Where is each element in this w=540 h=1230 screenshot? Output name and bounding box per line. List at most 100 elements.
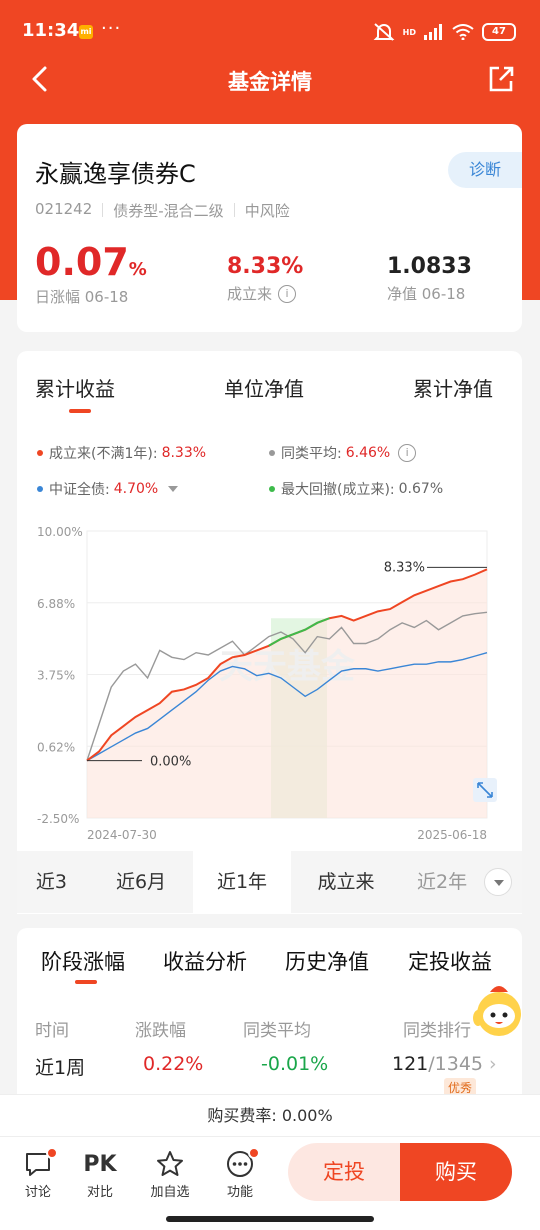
diagnose-button[interactable]: 诊断 [448, 152, 522, 188]
legend-index-label: 中证全债: [49, 482, 110, 498]
signal-icon [424, 24, 442, 40]
row-change: 0.22% [143, 1053, 204, 1075]
return-chart[interactable]: 10.00% 6.88% 3.75% 0.62% -2.50% 2024-07-30 202… [17, 513, 522, 843]
pk-icon: PK [83, 1151, 117, 1177]
since-inception-value: 8.33% [227, 254, 304, 279]
add-favorite-label: 加自选 [150, 1185, 190, 1200]
y-tick-label: 6.88% [37, 597, 75, 611]
divider [102, 203, 104, 217]
purchase-fee: 购买费率: 0.00% [0, 1094, 540, 1136]
since-inception-label: 成立来 [227, 285, 273, 303]
peer-dot-icon [269, 450, 275, 456]
hd-label: HD [402, 27, 416, 37]
mi-app-icon: mi [79, 25, 93, 39]
mascot-icon[interactable] [470, 980, 528, 1040]
end-value-label: 8.33% [384, 560, 425, 575]
y-tick-label: 3.75% [37, 669, 75, 683]
compare-label: 对比 [86, 1185, 113, 1200]
status-more: ··· [101, 18, 122, 39]
function-button[interactable]: 功能 [212, 1147, 268, 1200]
period-1y[interactable]: 近1年 [193, 851, 291, 913]
star-icon [157, 1151, 183, 1176]
watermark: 天天基金 [219, 647, 356, 687]
tab-accumulated-nav[interactable]: 累计净值 [413, 377, 493, 401]
tab-unit-nav[interactable]: 单位净值 [224, 377, 304, 401]
drawdown-segment [268, 617, 330, 647]
period-since-inception[interactable]: 成立来 [317, 871, 375, 893]
dropdown-triangle-icon [168, 486, 179, 492]
index-dot-icon [37, 486, 43, 492]
tab-underline [69, 409, 91, 413]
tab-auto-invest-return[interactable]: 定投收益 [408, 950, 492, 974]
expand-icon[interactable] [473, 778, 497, 802]
tab-history-nav[interactable]: 历史净值 [285, 950, 369, 974]
daily-change-unit: % [128, 259, 147, 280]
add-favorite-button[interactable]: 加自选 [142, 1147, 198, 1200]
notification-dot [248, 1147, 260, 1159]
fund-name: 永赢逸享债券C [35, 160, 196, 188]
function-label: 功能 [226, 1185, 253, 1200]
legend-drawdown-value: 0.67% [398, 481, 444, 497]
back-arrow-icon[interactable] [26, 64, 56, 94]
legend-fund: 成立来(不满1年): 8.33% [37, 443, 206, 463]
discuss-button[interactable]: 讨论 [10, 1147, 66, 1200]
daily-change-value: 0.07 [35, 240, 129, 284]
auto-invest-button[interactable]: 定投 [288, 1143, 400, 1201]
legend-peer: 同类平均: 6.46% i [269, 443, 417, 463]
series-line-index [86, 652, 488, 762]
header-time: 时间 [35, 1021, 69, 1041]
legend-peer-value: 6.46% [345, 445, 391, 461]
period-selector: 近3月 近6月 近1年 成立来 近2年 [17, 851, 522, 913]
legend-drawdown: 最大回撤(成立来): 0.67% [269, 479, 443, 499]
row-peer-avg: -0.01% [261, 1053, 329, 1075]
bottom-action-bar: 讨论 PK 对比 加自选 功能 定投 购买 [0, 1136, 540, 1230]
discuss-label: 讨论 [24, 1185, 51, 1200]
legend-fund-value: 8.33% [161, 445, 207, 461]
fund-meta: 021242 债券型-混合二级 中风险 [35, 200, 290, 221]
row-rank[interactable]: 121/1345 › [392, 1053, 497, 1075]
period-3m[interactable]: 近3月 [35, 871, 67, 893]
period-6m[interactable]: 近6月 [115, 871, 167, 893]
nav-value: 1.0833 [387, 254, 472, 279]
y-tick-label: 10.00% [37, 525, 83, 539]
header-peer-avg: 同类平均 [243, 1021, 311, 1041]
divider [233, 203, 235, 217]
fund-area-fill [87, 569, 487, 818]
rank-value: 121 [392, 1053, 429, 1075]
legend-index[interactable]: 中证全债: 4.70% [37, 479, 179, 499]
start-value-label: 0.00% [150, 755, 191, 770]
fund-summary-card: 永赢逸享债券C 诊断 021242 债券型-混合二级 中风险 0.07% 日涨幅… [17, 124, 522, 332]
info-icon[interactable]: i [398, 444, 417, 462]
tab-cumulative-return[interactable]: 累计收益 [35, 377, 115, 401]
legend-drawdown-label: 最大回撤(成立来): [281, 482, 395, 498]
more-periods-button[interactable] [484, 868, 512, 896]
more-icon [227, 1151, 253, 1177]
fund-type: 债券型-混合二级 [113, 202, 224, 220]
system-icons: HD 47 [373, 22, 516, 42]
share-icon[interactable] [486, 64, 516, 94]
legend-peer-label: 同类平均: [281, 446, 342, 462]
header-peer-rank: 同类排行 [403, 1021, 471, 1041]
rank-total: /1345 [428, 1053, 484, 1075]
tab-return-analysis[interactable]: 收益分析 [163, 950, 247, 974]
mute-icon [373, 23, 395, 41]
y-tick-label: -2.50% [37, 812, 79, 826]
daily-change-metric: 0.07% 日涨幅 06-18 [35, 242, 147, 307]
buy-button[interactable]: 购买 [400, 1143, 512, 1201]
row-time: 近1周 [35, 1057, 86, 1079]
info-icon[interactable]: i [278, 284, 297, 303]
legend-index-value: 4.70% [113, 481, 159, 497]
fund-risk: 中风险 [244, 202, 290, 220]
home-indicator[interactable] [166, 1216, 374, 1222]
tab-stage-return[interactable]: 阶段涨幅 [41, 950, 125, 974]
legend-fund-label: 成立来(不满1年): [49, 446, 158, 462]
stage-performance-card: 阶段涨幅 收益分析 历史净值 定投收益 时间 涨跌幅 同类平均 同类排行 近1周… [17, 928, 522, 1103]
chart-card: 累计收益 单位净值 累计净值 成立来(不满1年): 8.33% 同类平均: 6.46… [17, 351, 522, 914]
period-2y[interactable]: 近2年 [417, 871, 468, 893]
compare-button[interactable]: PK 对比 [72, 1147, 128, 1201]
fund-dot-icon [37, 450, 43, 456]
rank-badge: 优秀 [444, 1078, 477, 1097]
status-bar: 11:34 mi ··· HD 47 [0, 0, 540, 60]
battery-icon: 47 [482, 23, 516, 41]
chevron-right-icon: › [489, 1053, 497, 1075]
